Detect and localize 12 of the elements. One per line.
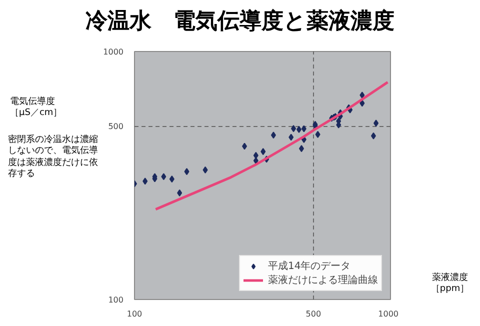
- legend-label: 薬液だけによる理論曲線: [268, 274, 378, 287]
- x-tick-label: 100: [126, 310, 142, 318]
- y-tick-label: 1000: [103, 48, 124, 56]
- y-tick-label: 100: [108, 296, 124, 304]
- x-tick-label: 1000: [378, 310, 398, 318]
- chart-title: 冷温水 電気伝導度と薬液濃度: [86, 8, 394, 36]
- text: 電気伝導度［μS／cm］: [10, 97, 64, 120]
- legend-label: 平成14年のデータ: [268, 260, 351, 273]
- y-tick-label: 500: [108, 122, 124, 132]
- x-axis-title: 薬液濃度［ppm］: [430, 273, 470, 296]
- x-tick-label: 500: [306, 310, 322, 318]
- text: 密閉系の冷温水は濃縮しないので、電気伝導度は薬液濃度だけに依存する: [8, 135, 98, 180]
